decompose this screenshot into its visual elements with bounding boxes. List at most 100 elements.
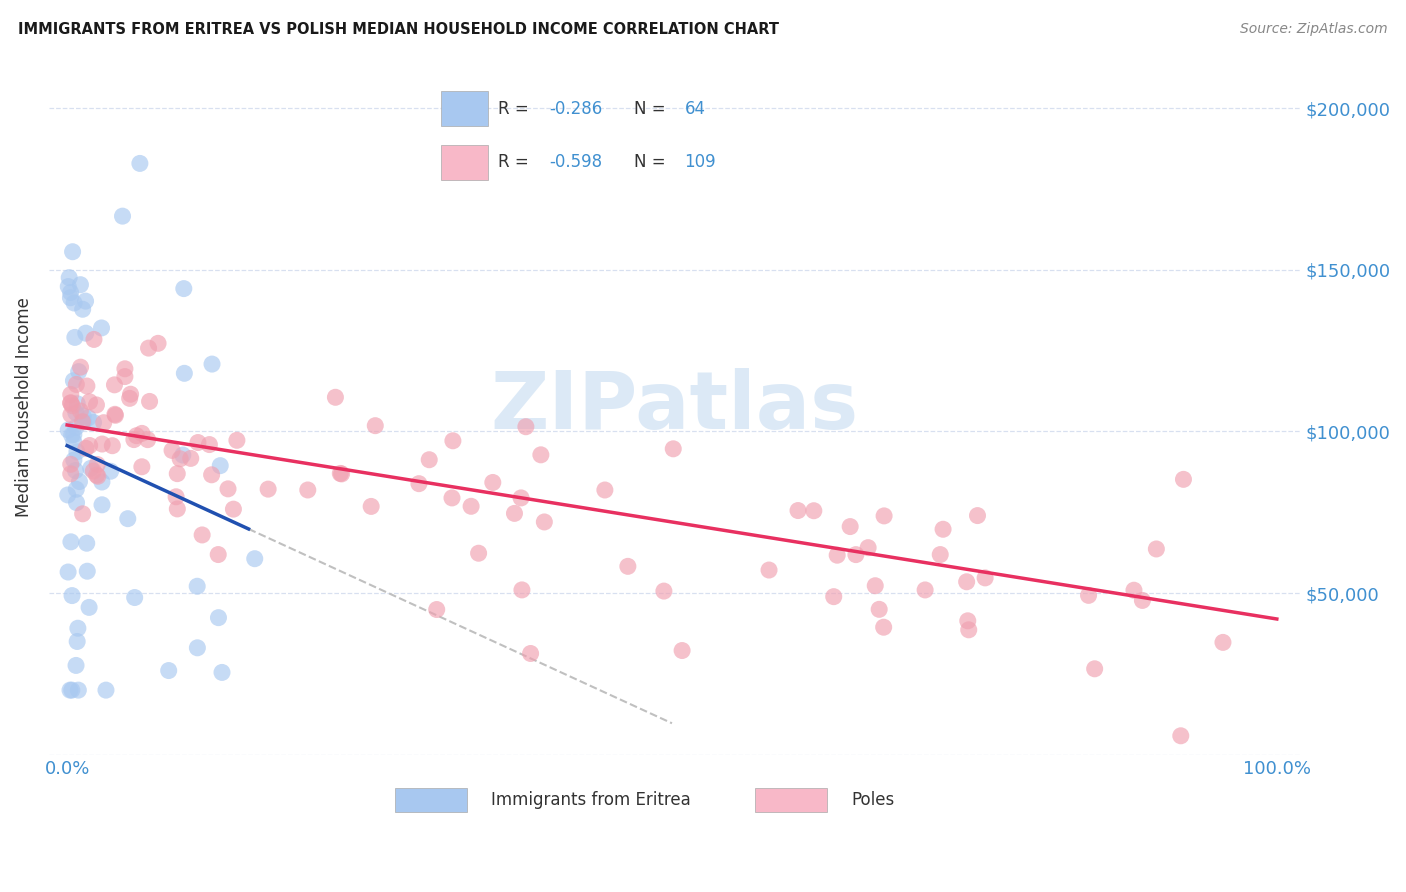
- Point: [90, 475, 112, 489]
- Point: [69, 475, 91, 489]
- Point: [94, 683, 117, 698]
- Point: [75, 326, 97, 341]
- Point: [76, 536, 98, 550]
- Point: [63, 453, 86, 467]
- Point: [207, 610, 229, 624]
- Point: [652, 584, 675, 599]
- Point: [100, 464, 122, 478]
- Point: [418, 452, 440, 467]
- Point: [56, 488, 79, 502]
- Point: [91, 437, 114, 451]
- Point: [66, 621, 89, 635]
- Point: [187, 435, 209, 450]
- Point: [482, 475, 505, 490]
- Point: [66, 397, 89, 411]
- Point: [59, 285, 82, 300]
- Point: [1144, 541, 1167, 556]
- Point: [803, 504, 825, 518]
- Point: [1077, 588, 1099, 602]
- Point: [186, 579, 208, 593]
- Point: [120, 387, 142, 401]
- Point: [758, 563, 780, 577]
- Point: [929, 548, 952, 562]
- Point: [66, 444, 89, 458]
- Point: [67, 683, 90, 698]
- Point: [131, 426, 153, 441]
- Point: [1132, 593, 1154, 607]
- Point: [114, 361, 136, 376]
- Point: [72, 409, 94, 423]
- Point: [65, 377, 87, 392]
- Point: [104, 409, 127, 423]
- Point: [825, 548, 848, 562]
- Point: [72, 415, 94, 429]
- Point: [72, 415, 94, 429]
- Point: [330, 467, 353, 481]
- Point: [169, 451, 191, 466]
- Point: [467, 546, 489, 560]
- Point: [243, 551, 266, 566]
- Point: [118, 392, 141, 406]
- Point: [510, 491, 533, 505]
- Point: [166, 467, 188, 481]
- Point: [1173, 472, 1195, 486]
- Point: [839, 519, 862, 533]
- Point: [131, 459, 153, 474]
- Point: [75, 294, 97, 309]
- Point: [86, 398, 108, 412]
- Point: [76, 379, 98, 393]
- Point: [845, 548, 868, 562]
- Point: [122, 433, 145, 447]
- Point: [90, 321, 112, 335]
- Point: [408, 476, 430, 491]
- Point: [515, 419, 537, 434]
- Point: [136, 433, 159, 447]
- Point: [79, 394, 101, 409]
- Point: [83, 333, 105, 347]
- Point: [1170, 729, 1192, 743]
- Point: [65, 420, 87, 434]
- Point: [58, 270, 80, 285]
- Point: [222, 502, 245, 516]
- Point: [86, 468, 108, 483]
- Point: [530, 448, 553, 462]
- Point: [79, 438, 101, 452]
- Point: [510, 582, 533, 597]
- Point: [873, 508, 896, 523]
- Point: [1123, 583, 1146, 598]
- Point: [671, 643, 693, 657]
- Point: [186, 640, 208, 655]
- Point: [856, 541, 879, 555]
- Point: [124, 591, 146, 605]
- Point: [426, 602, 449, 616]
- Point: [217, 482, 239, 496]
- Point: [58, 279, 80, 293]
- Point: [533, 515, 555, 529]
- Point: [101, 439, 124, 453]
- Point: [957, 623, 980, 637]
- Point: [62, 374, 84, 388]
- Point: [974, 571, 997, 585]
- Point: [128, 156, 150, 170]
- Point: [58, 423, 80, 437]
- Point: [62, 434, 84, 449]
- Text: ZIPatlas: ZIPatlas: [491, 368, 859, 446]
- Point: [503, 507, 526, 521]
- Point: [82, 464, 104, 478]
- Point: [69, 277, 91, 292]
- Point: [80, 461, 103, 475]
- Point: [207, 548, 229, 562]
- Point: [956, 574, 979, 589]
- Point: [201, 467, 224, 482]
- Point: [138, 394, 160, 409]
- Point: [360, 500, 382, 514]
- Point: [364, 418, 387, 433]
- Point: [180, 451, 202, 466]
- Point: [441, 434, 464, 448]
- Point: [65, 495, 87, 509]
- Point: [59, 291, 82, 305]
- Point: [59, 396, 82, 410]
- Point: [59, 458, 82, 472]
- Point: [59, 534, 82, 549]
- Point: [111, 209, 134, 223]
